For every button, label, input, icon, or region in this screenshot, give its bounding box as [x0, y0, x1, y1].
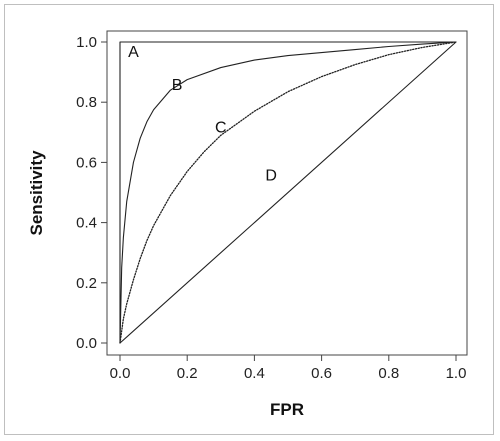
roc-curve-c — [119, 41, 457, 344]
figure-frame — [4, 4, 494, 435]
roc-curve-b — [119, 41, 457, 344]
x-tick-label: 0.8 — [378, 365, 399, 382]
x-tick-label: 0.6 — [311, 365, 332, 382]
roc-curve-a — [119, 41, 457, 344]
y-tick-label: 0.8 — [76, 94, 97, 111]
x-tick-label: 0.2 — [177, 365, 198, 382]
curve-label-d: D — [265, 167, 277, 184]
curve-label-b: B — [172, 77, 183, 94]
roc-curve-d — [119, 41, 457, 344]
plot-area-border — [106, 30, 468, 356]
y-tick-label: 0.6 — [76, 154, 97, 171]
curve-label-a: A — [128, 44, 139, 61]
x-tick-label: 1.0 — [446, 365, 467, 382]
y-tick-label: 0.0 — [76, 335, 97, 352]
y-tick-label: 0.2 — [76, 275, 97, 292]
y-tick-label: 1.0 — [76, 34, 97, 51]
y-axis-title: Sensitivity — [27, 150, 46, 236]
curve-label-c: C — [215, 119, 227, 136]
x-axis-title: FPR — [270, 400, 304, 419]
x-tick-label: 0.0 — [110, 365, 131, 382]
y-tick-label: 0.4 — [76, 215, 97, 232]
x-tick-label: 0.4 — [244, 365, 265, 382]
